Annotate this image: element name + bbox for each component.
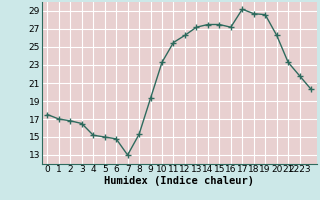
X-axis label: Humidex (Indice chaleur): Humidex (Indice chaleur) (104, 176, 254, 186)
